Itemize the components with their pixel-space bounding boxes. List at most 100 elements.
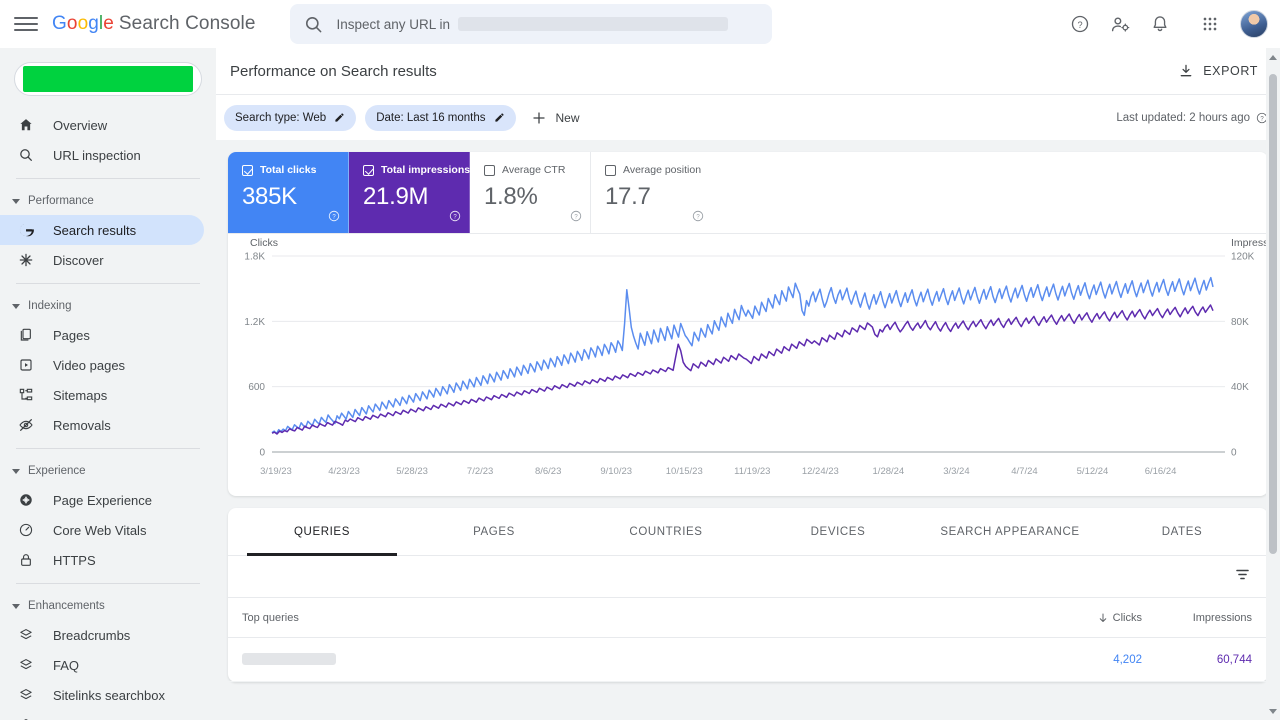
tab-pages[interactable]: PAGES xyxy=(408,508,580,555)
svg-text:80K: 80K xyxy=(1231,317,1249,328)
metric-help-icon[interactable]: ? xyxy=(692,209,704,227)
metric-header: Average position xyxy=(605,164,702,176)
metric-card-average-position[interactable]: Average position 17.7 ? xyxy=(591,152,712,233)
sidebar-item-label: Discover xyxy=(53,252,104,268)
sidebar-item-faq[interactable]: FAQ xyxy=(0,650,204,680)
user-settings-icon xyxy=(1111,17,1129,32)
tab-label: DATES xyxy=(1161,525,1203,538)
performance-chart-svg[interactable]: Clicks Impressions 0 600 1.2K 1.8K 0 40K 80K 120K… xyxy=(228,234,1268,496)
filter-chip-search-type[interactable]: Search type: Web xyxy=(224,104,357,131)
sidebar-item-videos[interactable]: Videos xyxy=(0,710,204,720)
sidebar-item-sitemaps[interactable]: Sitemaps xyxy=(0,380,204,410)
metric-checkbox[interactable] xyxy=(363,164,374,176)
svg-text:?: ? xyxy=(1077,20,1082,30)
sidebar-item-label: Sitemaps xyxy=(53,387,108,403)
metric-help-icon[interactable]: ? xyxy=(328,209,340,227)
logo-letter-l: l xyxy=(98,13,104,34)
sidebar-item-overview[interactable]: Overview xyxy=(0,110,204,140)
column-header-label: Clicks xyxy=(1112,611,1142,624)
sidebar-item-search-results[interactable]: Search results xyxy=(0,215,204,245)
metric-help-icon[interactable]: ? xyxy=(449,209,461,227)
sidebar-item-video-pages[interactable]: Video pages xyxy=(0,350,204,380)
sidebar-item-url-inspection[interactable]: URL inspection xyxy=(0,140,204,170)
sidebar-item-page-experience[interactable]: Page Experience xyxy=(0,485,204,515)
scrollbar-thumb[interactable] xyxy=(1269,74,1277,554)
performance-card: Total clicks 385K ? Total impressions 21… xyxy=(228,152,1268,496)
sidebar-item-sitelinks-searchbox[interactable]: Sitelinks searchbox xyxy=(0,680,204,710)
metric-label: Average position xyxy=(623,164,702,176)
layers-icon xyxy=(17,686,35,704)
tab-countries[interactable]: COUNTRIES xyxy=(580,508,752,555)
discover-star-icon xyxy=(17,251,35,269)
layers-icon xyxy=(17,656,35,674)
property-selector[interactable] xyxy=(14,62,202,96)
sidebar-item-label: Video pages xyxy=(53,357,126,373)
pencil-icon xyxy=(494,113,504,122)
table-header-row: Top queries Clicks Impressions xyxy=(228,598,1268,638)
vertical-scrollbar[interactable] xyxy=(1266,48,1280,720)
arrow-down-icon xyxy=(1099,613,1106,622)
sidebar-section-indexing[interactable]: Indexing xyxy=(0,292,216,320)
user-settings-button[interactable] xyxy=(1104,8,1136,40)
metric-card-total-impressions[interactable]: Total impressions 21.9M ? xyxy=(349,152,470,233)
scroll-down-arrow[interactable] xyxy=(1266,704,1280,718)
filter-chip-date[interactable]: Date: Last 16 months xyxy=(365,104,516,131)
sidebar-item-pages[interactable]: Pages xyxy=(0,320,204,350)
metric-card-average-ctr[interactable]: Average CTR 1.8% ? xyxy=(470,152,591,233)
sidebar-divider xyxy=(16,448,200,449)
sidebar-divider xyxy=(16,583,200,584)
hamburger-menu-icon[interactable] xyxy=(14,12,38,36)
metric-checkbox[interactable] xyxy=(605,164,616,176)
column-header-impressions[interactable]: Impressions xyxy=(1192,611,1252,624)
sidebar-item-label: Videos xyxy=(53,718,93,720)
filter-list-button[interactable] xyxy=(1233,565,1252,589)
logo-letter-o2: o xyxy=(77,13,89,34)
avatar[interactable] xyxy=(1240,10,1268,38)
pages-copy-icon xyxy=(17,326,35,344)
tab-devices[interactable]: DEVICES xyxy=(752,508,924,555)
tab-queries[interactable]: QUERIES xyxy=(236,508,408,555)
search-icon xyxy=(305,16,321,32)
top-bar-actions: ? xyxy=(1064,8,1280,40)
metric-header: Total impressions xyxy=(363,164,470,176)
sidebar-item-core-web-vitals[interactable]: Core Web Vitals xyxy=(0,515,204,545)
url-inspection-search-bar[interactable]: Inspect any URL in xyxy=(289,4,772,44)
tab-dates[interactable]: DATES xyxy=(1096,508,1268,555)
metric-card-total-clicks[interactable]: Total clicks 385K ? xyxy=(228,152,349,233)
apps-grid-icon xyxy=(1203,17,1217,31)
sidebar-section-performance[interactable]: Performance xyxy=(0,187,216,215)
new-filter-button[interactable]: New xyxy=(525,106,590,130)
sidebar-item-discover[interactable]: Discover xyxy=(0,245,204,275)
notifications-button[interactable] xyxy=(1144,8,1176,40)
sidebar-item-label: Search results xyxy=(53,222,137,238)
filter-bar: Search type: Web Date: Last 16 months Ne… xyxy=(216,94,1280,140)
export-button[interactable]: EXPORT xyxy=(1168,57,1268,85)
tab-search-appearance[interactable]: SEARCH APPEARANCE xyxy=(924,508,1096,555)
metric-value: 17.7 xyxy=(605,183,651,210)
last-updated-label: Last updated: 2 hours ago xyxy=(1116,111,1250,124)
metric-checkbox[interactable] xyxy=(484,164,495,176)
metric-checkbox[interactable] xyxy=(242,164,253,176)
table-row[interactable]: 4,202 60,744 xyxy=(228,638,1268,682)
filter-chip-label: Search type: Web xyxy=(235,111,327,124)
sidebar-item-breadcrumbs[interactable]: Breadcrumbs xyxy=(0,620,204,650)
scroll-up-arrow[interactable] xyxy=(1266,50,1280,64)
sidebar-section-experience[interactable]: Experience xyxy=(0,457,216,485)
column-header-clicks[interactable]: Clicks xyxy=(1022,612,1142,624)
google-apps-button[interactable] xyxy=(1194,8,1226,40)
sidebar-item-https[interactable]: HTTPS xyxy=(0,545,204,575)
sidebar-item-label: Core Web Vitals xyxy=(53,522,147,538)
help-button[interactable]: ? xyxy=(1064,8,1096,40)
metric-help-icon[interactable]: ? xyxy=(570,209,582,227)
sidebar-item-removals[interactable]: Removals xyxy=(0,410,204,440)
download-icon xyxy=(1180,64,1192,77)
sidebar-section-enhancements[interactable]: Enhancements xyxy=(0,592,216,620)
metric-value: 21.9M xyxy=(363,183,429,210)
sidebar-item-label: HTTPS xyxy=(53,552,96,568)
dimension-table-card: QUERIES PAGES COUNTRIES DEVICES SEARCH A… xyxy=(228,508,1268,682)
svg-text:Clicks: Clicks xyxy=(250,237,278,249)
sidebar-item-label: Removals xyxy=(53,417,111,433)
search-icon xyxy=(17,146,35,164)
row-query-cell xyxy=(242,653,1022,666)
svg-text:?: ? xyxy=(1260,116,1264,122)
